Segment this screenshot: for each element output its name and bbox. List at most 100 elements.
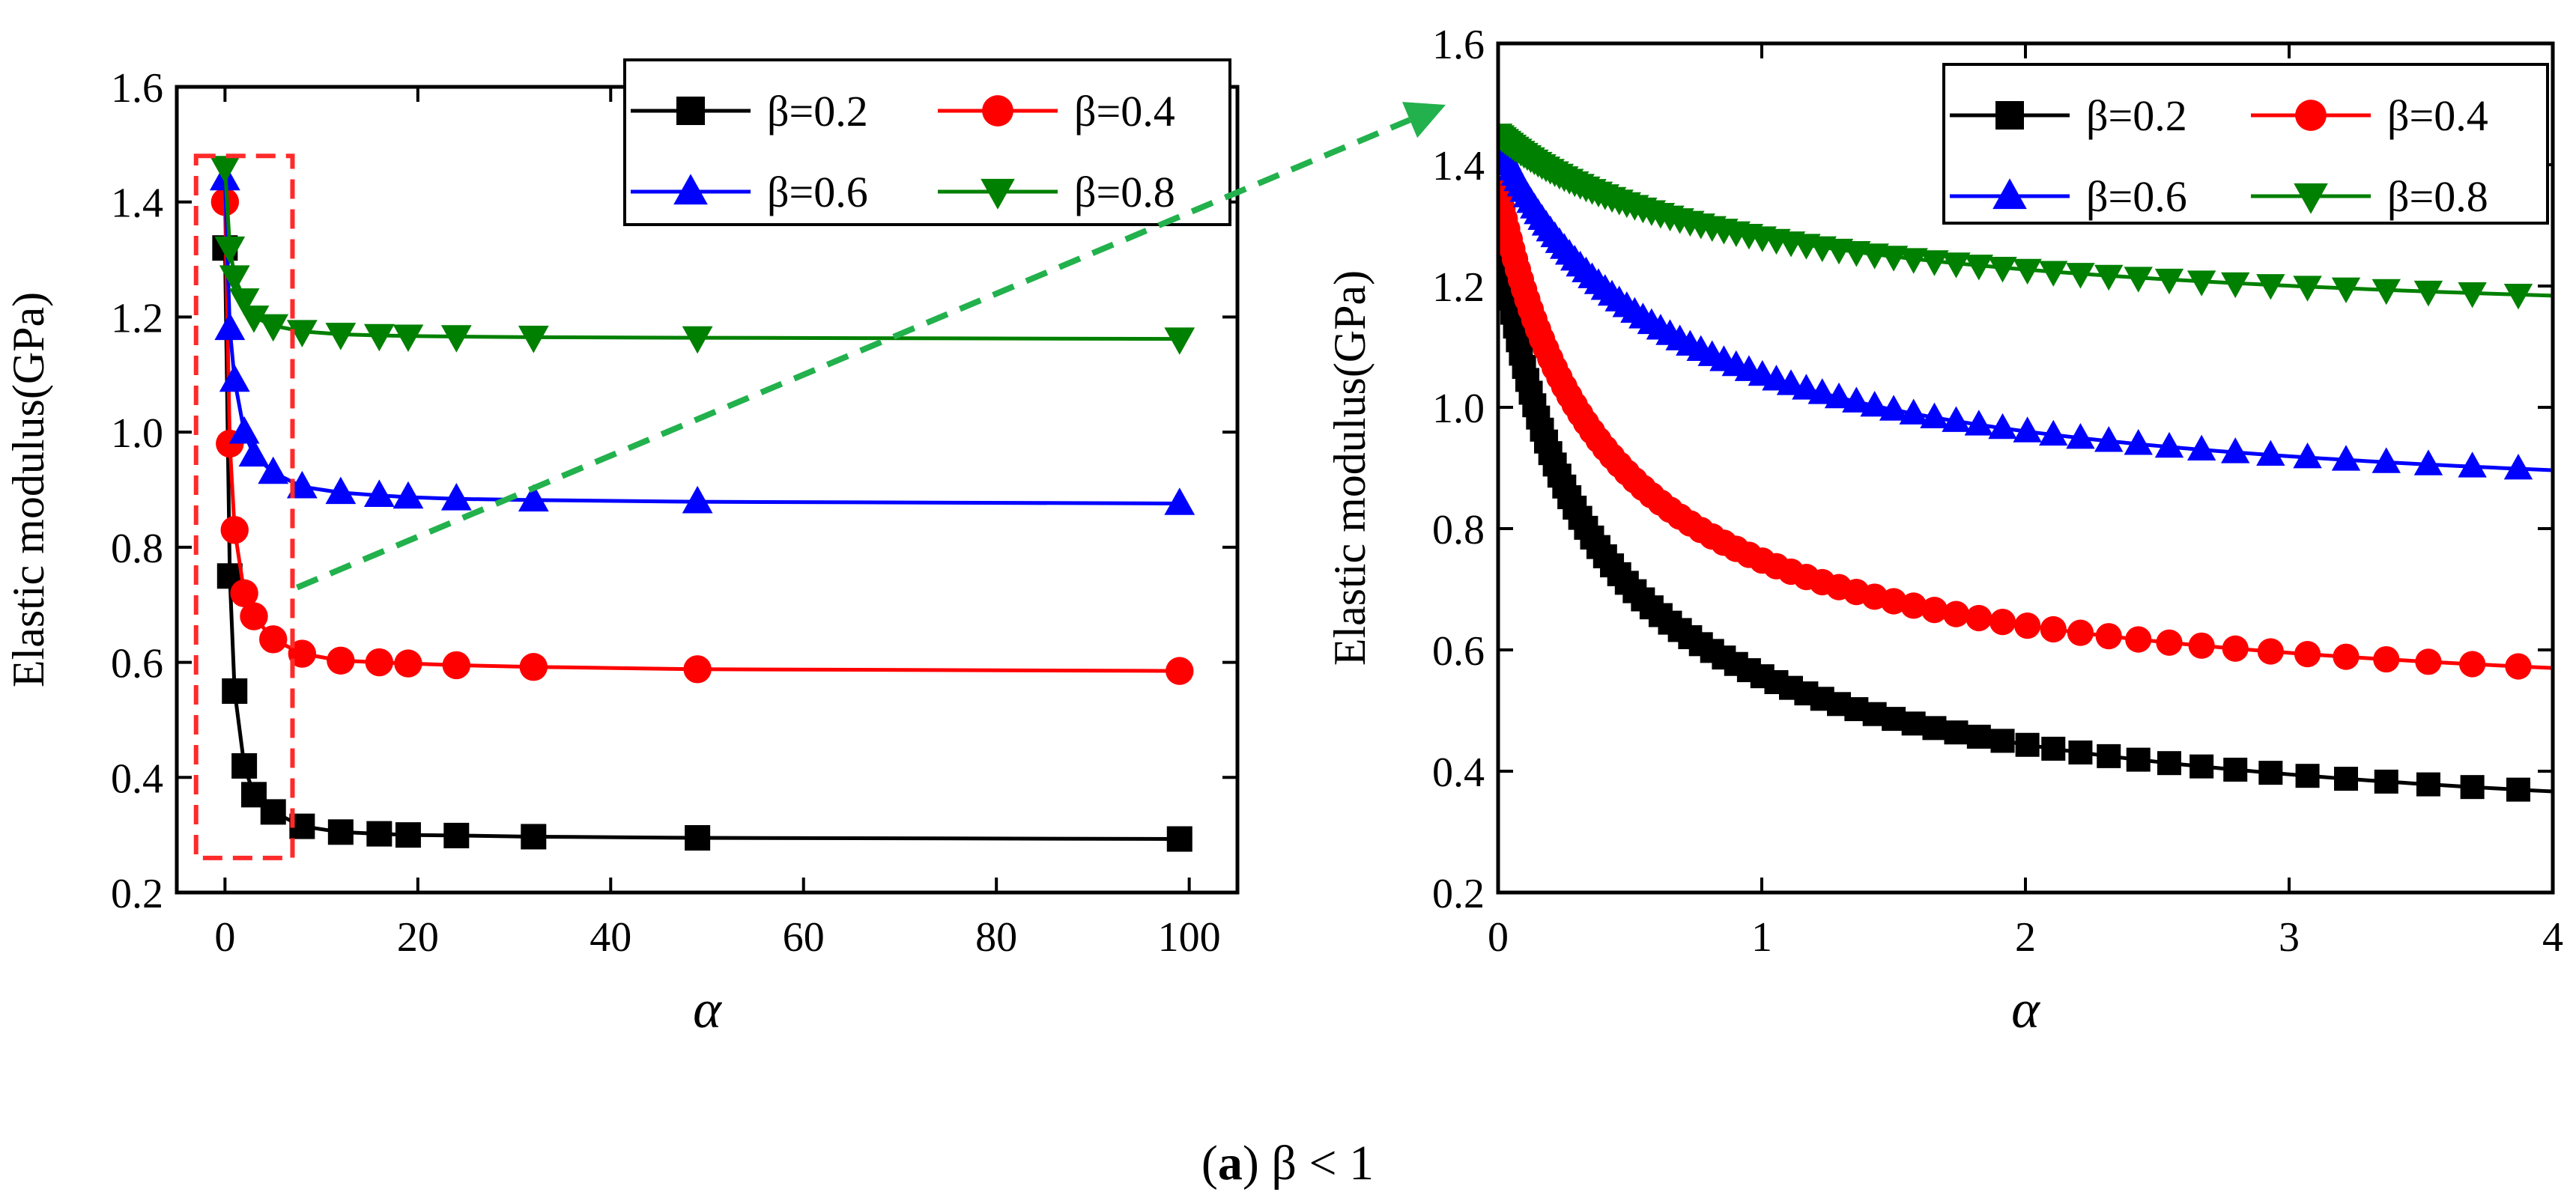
left-y-axis-title: Elastic modulus(GPa): [4, 292, 53, 687]
left-y-tick-label: 0.8: [111, 526, 163, 572]
right-point-beta-0-8: [2186, 270, 2216, 297]
right-point-beta-0-8: [1899, 248, 1928, 274]
right-point-beta-0-2: [2374, 769, 2398, 794]
left-point-beta-0-6: [214, 312, 246, 341]
figure-caption: (a) β < 1: [1201, 1136, 1374, 1191]
right-point-beta-0-4: [2333, 643, 2360, 670]
left-point-beta-0-4: [327, 646, 355, 675]
left-point-beta-0-4: [365, 648, 394, 677]
right-point-beta-0-6: [2154, 431, 2184, 458]
right-point-beta-0-6: [1942, 406, 1971, 432]
right-point-beta-0-2: [2460, 775, 2485, 800]
left-point-beta-0-6: [440, 483, 472, 511]
left-y-tick-label: 1.2: [111, 295, 163, 341]
right-point-beta-0-6: [1899, 398, 1928, 425]
right-point-beta-0-6: [1879, 395, 1909, 421]
left-point-beta-0-6: [363, 479, 395, 507]
left-plot-area: [209, 156, 1195, 852]
right-point-beta-0-8: [2154, 268, 2184, 295]
right-point-beta-0-2: [2333, 767, 2358, 791]
right-point-beta-0-8: [1920, 250, 1949, 276]
left-point-beta-0-2: [222, 678, 248, 704]
right-point-beta-0-4: [2095, 623, 2122, 650]
left-point-beta-0-4: [1166, 657, 1194, 685]
left-point-beta-0-4: [442, 651, 471, 680]
left-x-tick-label: 0: [214, 914, 235, 961]
right-point-beta-0-4: [2257, 638, 2284, 665]
left-point-beta-0-6: [518, 484, 549, 512]
left-point-beta-0-8: [219, 265, 250, 293]
right-point-beta-0-4: [2459, 651, 2486, 678]
right-point-beta-0-2: [2506, 777, 2530, 802]
right-x-tick-label: 4: [2542, 914, 2563, 961]
right-y-tick-label: 0.4: [1432, 749, 1485, 796]
left-point-beta-0-8: [440, 325, 472, 353]
right-point-beta-0-6: [2413, 449, 2443, 475]
chart-right: 0 1 2 3 4 0.2 0.4 0.6 0.8 1.0 1.2 1.4 1.6 α Elastic mo…: [1325, 22, 2563, 1039]
right-point-beta-0-8: [2503, 284, 2533, 310]
left-point-beta-0-4: [519, 653, 548, 681]
right-point-beta-0-4: [1921, 597, 1948, 624]
right-point-beta-0-4: [2294, 641, 2321, 668]
right-point-beta-0-8: [2458, 282, 2487, 308]
zoom-arrow-line: [295, 117, 1411, 591]
right-x-tick-label: 1: [1751, 914, 1772, 961]
right-point-beta-0-2: [2068, 740, 2093, 764]
right-point-beta-0-6: [2124, 429, 2153, 455]
left-point-beta-0-8: [363, 323, 395, 352]
left-point-beta-0-6: [325, 476, 357, 505]
right-legend-label-beta-0-8: β=0.8: [2387, 172, 2488, 221]
right-point-beta-0-4: [2373, 645, 2400, 673]
left-legend-label-beta-0-2: β=0.2: [767, 87, 868, 136]
left-point-beta-0-4: [240, 602, 268, 630]
right-legend-label-beta-0-2: β=0.2: [2086, 91, 2187, 140]
right-point-beta-0-2: [2416, 772, 2440, 797]
left-point-beta-0-6: [1164, 487, 1195, 515]
left-point-beta-0-8: [518, 326, 549, 353]
right-legend-marker-beta-0-4: [2295, 100, 2327, 131]
right-point-beta-0-2: [2015, 732, 2040, 757]
right-point-beta-0-2: [2189, 754, 2214, 779]
left-legend-marker-beta-0-2: [676, 97, 705, 125]
right-x-tick-label: 3: [2279, 914, 2300, 961]
right-point-beta-0-8: [2256, 274, 2285, 300]
left-y-tick-label: 0.4: [111, 755, 163, 802]
right-point-beta-0-8: [2331, 277, 2361, 304]
right-point-beta-0-4: [2222, 635, 2249, 662]
left-point-beta-0-6: [682, 485, 713, 514]
left-point-beta-0-2: [366, 821, 393, 847]
left-legend-label-beta-0-6: β=0.6: [767, 168, 868, 216]
right-point-beta-0-2: [2097, 744, 2121, 768]
left-legend-marker-beta-0-6: [673, 174, 708, 205]
right-point-beta-0-4: [2415, 648, 2442, 675]
right-point-beta-0-4: [2067, 619, 2094, 646]
right-point-beta-0-6: [2503, 454, 2533, 480]
right-point-beta-0-2: [1990, 729, 2015, 753]
right-point-beta-0-8: [1879, 246, 1909, 272]
left-legend-marker-beta-0-8: [981, 178, 1015, 210]
right-plot-frame: [1496, 41, 2555, 895]
left-x-tick-label: 80: [975, 914, 1017, 961]
left-point-beta-0-8: [682, 326, 713, 354]
caption-suffix: ) β < 1: [1243, 1136, 1374, 1191]
right-point-beta-0-4: [1989, 609, 2016, 636]
right-point-beta-0-8: [2094, 264, 2124, 291]
left-x-tick-label: 20: [397, 914, 439, 961]
right-point-beta-0-2: [1944, 720, 1969, 745]
right-point-beta-0-8: [2039, 261, 2068, 287]
right-y-tick-label: 0.8: [1432, 507, 1485, 553]
left-x-tick-label: 60: [783, 914, 825, 961]
right-point-beta-0-6: [1860, 390, 1889, 417]
left-point-beta-0-8: [228, 288, 260, 316]
left-legend: [623, 58, 1231, 226]
left-point-beta-0-4: [230, 579, 258, 608]
right-legend-marker-beta-0-2: [1995, 101, 2024, 130]
left-point-beta-0-6: [228, 416, 260, 444]
left-x-tick-label: 100: [1158, 914, 1221, 961]
left-point-beta-0-2: [521, 824, 547, 850]
left-series-line-beta-0-4: [222, 201, 1180, 673]
right-point-beta-0-8: [1942, 252, 1971, 279]
left-y-tick-label: 1.4: [111, 180, 163, 227]
caption-letter: a: [1218, 1136, 1243, 1191]
right-point-beta-0-4: [2040, 615, 2067, 643]
